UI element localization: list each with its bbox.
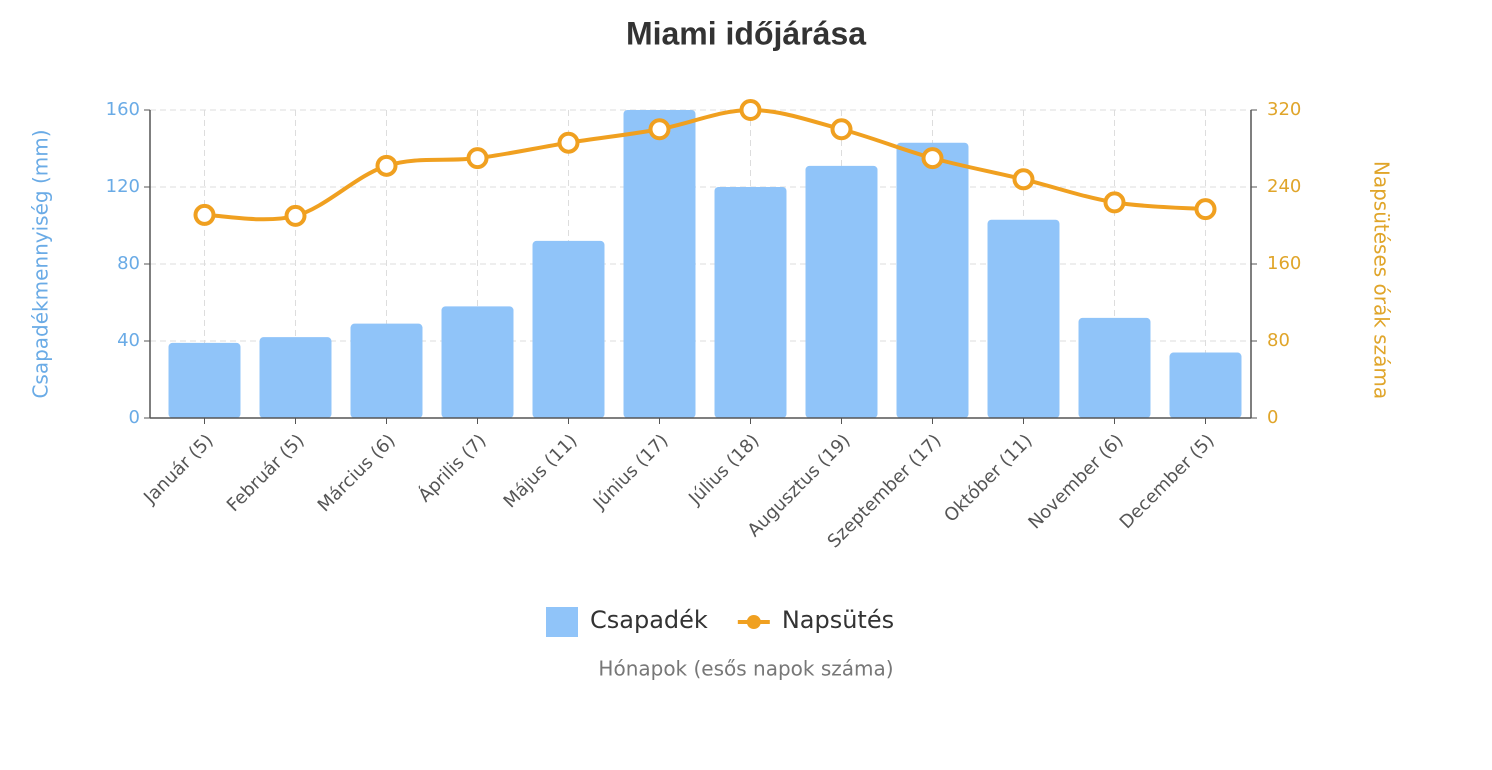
chart-title: Miami időjárása (626, 15, 866, 51)
y2-tick-label: 80 (1267, 330, 1290, 351)
line-point (739, 99, 762, 121)
bar (896, 142, 969, 418)
x-tick-label: Október (11) (940, 430, 1036, 526)
bar (1169, 352, 1242, 418)
x-tick-label: November (6) (1024, 430, 1127, 533)
legend-swatch (546, 607, 578, 637)
x-tick-label: Július (18) (684, 430, 763, 509)
y2-tick-label: 160 (1267, 253, 1301, 274)
x-tick-label: Január (5) (139, 430, 217, 508)
line-point (1194, 198, 1217, 221)
x-tick-label: December (5) (1116, 430, 1219, 533)
bar (1078, 317, 1151, 418)
bar (623, 110, 696, 418)
y-tick-label: 120 (106, 176, 140, 197)
y2-tick-label: 240 (1267, 176, 1301, 197)
x-tick-label: Június (17) (589, 430, 673, 514)
x-axis-title: Hónapok (esős napok száma) (598, 657, 893, 681)
x-tick-label: Május (11) (500, 430, 582, 512)
line-point (557, 131, 580, 154)
bar (532, 240, 605, 418)
bar (259, 337, 332, 418)
x-tick-label: Február (5) (223, 430, 309, 516)
line-point (921, 147, 944, 170)
x-tick-label: Március (6) (314, 430, 400, 516)
legend-label: Csapadék (590, 606, 708, 634)
bar (441, 306, 514, 418)
line (204, 107, 1206, 222)
y-tick-label: 0 (129, 407, 140, 428)
bar (714, 187, 787, 418)
line-point (648, 118, 671, 141)
legend-swatch-dot (746, 615, 761, 629)
line-point (830, 118, 853, 141)
bar (805, 165, 878, 418)
bar (987, 219, 1060, 418)
y2-tick-label: 320 (1267, 99, 1301, 120)
bar (168, 342, 241, 418)
legend-label: Napsütés (782, 606, 894, 634)
line-point (1012, 168, 1035, 191)
line-point (1103, 191, 1126, 214)
bar (350, 323, 423, 418)
line-point (284, 204, 307, 227)
x-tick-label: Április (7) (414, 430, 491, 507)
y-tick-label: 80 (117, 253, 140, 274)
y-axis-title: Csapadékmennyiség (mm) (29, 129, 53, 398)
y-tick-label: 40 (117, 330, 140, 351)
y2-tick-label: 0 (1267, 407, 1278, 428)
line-point (375, 154, 398, 177)
line-point (193, 203, 216, 226)
y-tick-label: 160 (106, 99, 140, 120)
y2-axis-title: Napsütéses órák száma (1370, 161, 1394, 399)
line-point (466, 147, 489, 170)
